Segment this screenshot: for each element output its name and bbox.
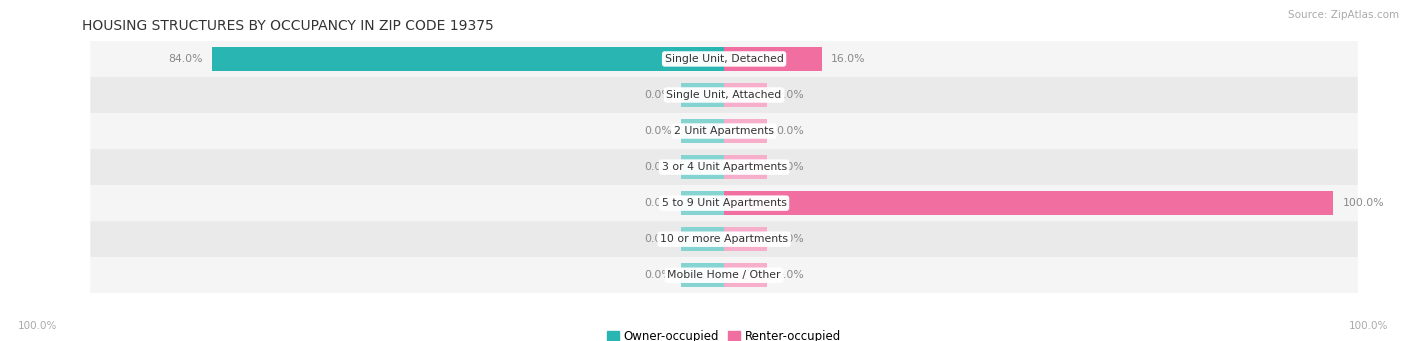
Text: 3 or 4 Unit Apartments: 3 or 4 Unit Apartments: [662, 162, 786, 172]
Bar: [682, 191, 724, 216]
Bar: [724, 119, 766, 143]
Text: Source: ZipAtlas.com: Source: ZipAtlas.com: [1288, 10, 1399, 20]
FancyBboxPatch shape: [90, 185, 1358, 221]
Bar: [724, 47, 821, 71]
Bar: [682, 263, 724, 287]
Text: 100.0%: 100.0%: [18, 321, 58, 331]
Text: 0.0%: 0.0%: [644, 90, 672, 100]
Text: 100.0%: 100.0%: [1343, 198, 1384, 208]
Text: 16.0%: 16.0%: [831, 54, 865, 64]
Bar: [682, 83, 724, 107]
FancyBboxPatch shape: [90, 77, 1358, 113]
Text: 10 or more Apartments: 10 or more Apartments: [659, 234, 789, 244]
FancyBboxPatch shape: [90, 257, 1358, 293]
Text: 0.0%: 0.0%: [776, 162, 804, 172]
Bar: [724, 227, 766, 251]
Text: 0.0%: 0.0%: [776, 270, 804, 280]
Text: 0.0%: 0.0%: [644, 126, 672, 136]
Bar: [682, 119, 724, 143]
FancyBboxPatch shape: [90, 41, 1358, 77]
Text: 0.0%: 0.0%: [776, 234, 804, 244]
Text: 0.0%: 0.0%: [776, 126, 804, 136]
Text: 0.0%: 0.0%: [644, 162, 672, 172]
Bar: [724, 263, 766, 287]
Text: 0.0%: 0.0%: [644, 270, 672, 280]
FancyBboxPatch shape: [90, 113, 1358, 149]
FancyBboxPatch shape: [90, 149, 1358, 185]
Text: 0.0%: 0.0%: [644, 234, 672, 244]
Text: 0.0%: 0.0%: [644, 198, 672, 208]
Text: 2 Unit Apartments: 2 Unit Apartments: [673, 126, 775, 136]
Text: HOUSING STRUCTURES BY OCCUPANCY IN ZIP CODE 19375: HOUSING STRUCTURES BY OCCUPANCY IN ZIP C…: [82, 19, 494, 33]
Text: 5 to 9 Unit Apartments: 5 to 9 Unit Apartments: [662, 198, 786, 208]
Text: 0.0%: 0.0%: [776, 90, 804, 100]
Bar: [724, 83, 766, 107]
Text: Single Unit, Detached: Single Unit, Detached: [665, 54, 783, 64]
Bar: [724, 191, 1333, 216]
Bar: [682, 227, 724, 251]
Text: Mobile Home / Other: Mobile Home / Other: [668, 270, 780, 280]
Bar: [682, 155, 724, 179]
Text: 84.0%: 84.0%: [169, 54, 204, 64]
Text: 100.0%: 100.0%: [1348, 321, 1388, 331]
Bar: [212, 47, 724, 71]
Bar: [724, 155, 766, 179]
Text: Single Unit, Attached: Single Unit, Attached: [666, 90, 782, 100]
Legend: Owner-occupied, Renter-occupied: Owner-occupied, Renter-occupied: [607, 330, 841, 341]
FancyBboxPatch shape: [90, 221, 1358, 257]
